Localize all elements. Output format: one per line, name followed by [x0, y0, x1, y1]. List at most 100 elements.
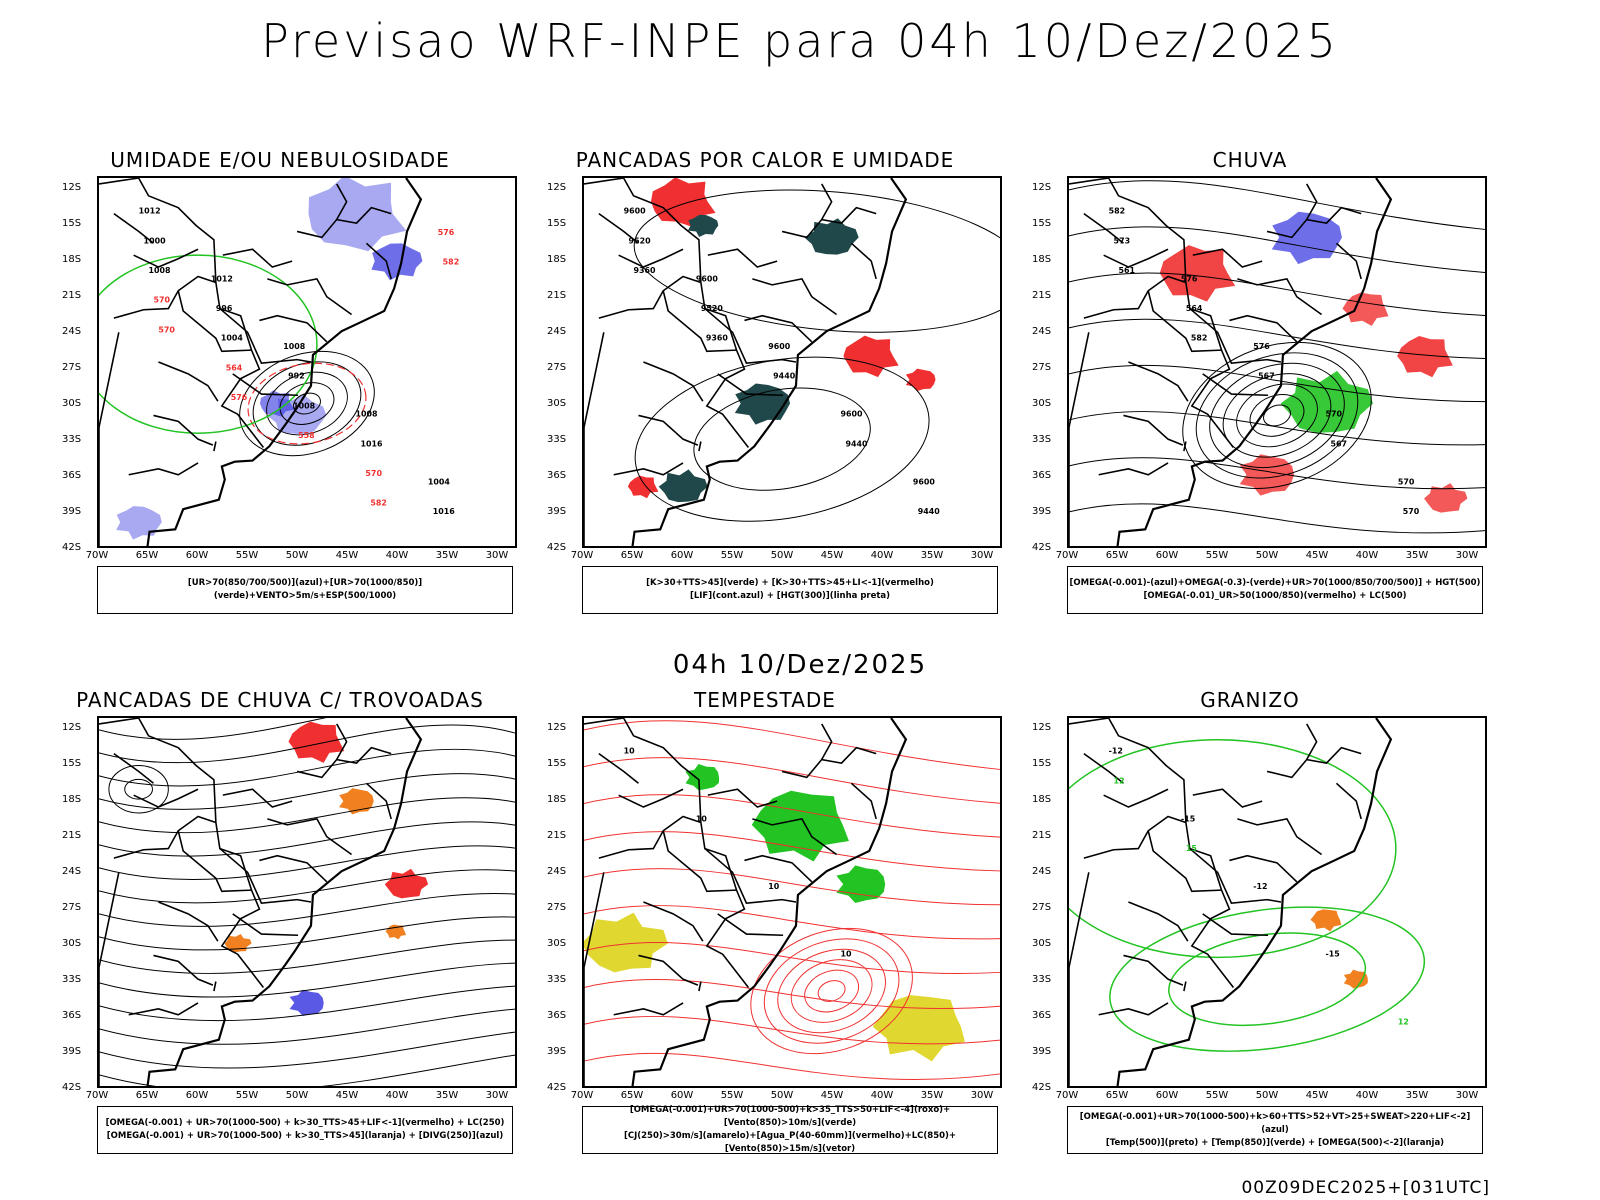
border-line — [1189, 847, 1282, 905]
contour-label: 1008 — [293, 401, 316, 410]
contour-label: 9600 — [841, 410, 864, 419]
border-line — [821, 183, 833, 220]
legend-line: [OMEGA(-0.01)_UR>50(1000/850)(vermelho) … — [1143, 591, 1407, 601]
border-line — [1098, 1002, 1169, 1016]
lon-tick-label: 30W — [970, 550, 994, 561]
border-line — [177, 290, 252, 353]
contour-label: 573 — [1114, 236, 1131, 245]
border-line — [1147, 830, 1222, 893]
contour-label: -15 — [1326, 950, 1340, 959]
border-line — [717, 373, 784, 397]
contour-label: 567 — [1330, 439, 1347, 448]
border-line — [113, 275, 217, 319]
legend-line: [OMEGA(-0.001) + UR>70(1000-500) + k>30_… — [106, 1131, 504, 1141]
border-line — [1083, 275, 1187, 319]
border-line — [1202, 913, 1269, 937]
lon-tick-label: 60W — [670, 1090, 694, 1101]
border-line — [618, 788, 684, 808]
border-line — [1335, 782, 1362, 820]
border-line — [1098, 462, 1169, 476]
lat-tick-label: 42S — [1032, 1082, 1052, 1093]
border-line — [781, 746, 877, 779]
border-line — [113, 752, 154, 784]
map-plot: 1012 1012 1008 1008 1004 1000 996 992 1016 1016 10… — [97, 176, 517, 548]
lat-tick-label: 12S — [1032, 182, 1052, 193]
lat-tick-label: 30S — [62, 398, 82, 409]
lat-tick-label: 39S — [1032, 1046, 1052, 1057]
border-line — [158, 361, 219, 402]
contour-label: 9520 — [701, 304, 724, 313]
border-line — [1189, 307, 1282, 365]
lat-tick-label: 27S — [1032, 902, 1052, 913]
border-line — [1229, 314, 1298, 343]
lat-tick-label: 42S — [62, 1082, 82, 1093]
panel-legend: [OMEGA(-0.001)-(azul)+OMEGA(-0.3)-(verde… — [1067, 566, 1483, 614]
lon-tick-label: 50W — [1255, 1090, 1279, 1101]
lat-tick-label: 21S — [62, 830, 82, 841]
contour-label: 9440 — [845, 439, 868, 448]
border-line — [1335, 242, 1362, 280]
lat-tick-label: 36S — [1032, 1010, 1052, 1021]
border-line — [222, 788, 293, 808]
panel-legend: [OMEGA(-0.001)+UR>70(1000-500)+k>60+TTS>… — [1067, 1106, 1483, 1154]
lon-tick-label: 60W — [1155, 1090, 1179, 1101]
coastline — [146, 718, 423, 1086]
field-area — [751, 790, 849, 862]
field-area — [338, 788, 374, 815]
contour-label: 1008 — [283, 342, 306, 351]
lat-tick-label: 21S — [547, 290, 567, 301]
field-area — [288, 721, 345, 763]
legend-line: [OMEGA(-0.001) + UR>70(1000-500) + k>30_… — [105, 1118, 505, 1128]
contour-label: 10 — [841, 950, 853, 959]
field-area — [1343, 969, 1368, 989]
field-area — [905, 368, 936, 392]
contour-label: 9600 — [624, 207, 647, 216]
lat-tick-label: 33S — [547, 974, 567, 985]
panel-legend: [OMEGA(-0.001) + UR>70(1000-500) + k>30_… — [97, 1106, 513, 1154]
lon-tick-label: 50W — [1255, 550, 1279, 561]
contour-label: 12 — [1114, 776, 1125, 785]
lon-tick-label: 65W — [1105, 1090, 1129, 1101]
contour-label: 9600 — [913, 477, 936, 486]
field-area — [872, 995, 965, 1062]
panel-pancadas-calor: PANCADAS POR CALOR E UMIDADE 12S 15S 18S 21S… — [525, 148, 1005, 648]
legend-line: [OMEGA(-0.001)-(azul)+OMEGA(-0.3)-(verde… — [1069, 578, 1481, 588]
border-line — [259, 314, 328, 343]
border-line — [717, 913, 784, 937]
legend-line: [OMEGA(-0.001)+UR>70(1000-500)+k>35_TTS>… — [629, 1105, 951, 1128]
lon-tick-label: 35W — [1405, 1090, 1429, 1101]
lon-tick-label: 35W — [435, 1090, 459, 1101]
contour-label: 9600 — [696, 274, 719, 283]
border-line — [1147, 290, 1222, 353]
border-line — [752, 818, 838, 856]
contour-label: 570 — [365, 469, 382, 478]
panel-tempestade: TEMPESTADE 12S 15S 18S 21S 24S 27S 30S 33S 36S 39S… — [525, 688, 1005, 1188]
lat-tick-label: 33S — [62, 974, 82, 985]
border-line — [158, 901, 219, 942]
border-line — [752, 278, 838, 316]
contour-label: 1012 — [211, 274, 233, 283]
contour-label: 9360 — [706, 334, 729, 343]
border-line — [219, 847, 312, 905]
border-line — [365, 242, 392, 280]
contour-label: 567 — [1258, 372, 1275, 381]
border-line — [232, 373, 299, 397]
contour-label: 576 — [1253, 342, 1270, 351]
lat-tick-label: 30S — [547, 398, 567, 409]
contour-label: 1008 — [149, 266, 172, 275]
lon-tick-label: 45W — [1305, 1090, 1329, 1101]
border-line — [222, 248, 293, 268]
lat-tick-label: 36S — [1032, 470, 1052, 481]
lat-tick-label: 21S — [62, 290, 82, 301]
coastline — [631, 178, 908, 546]
border-line — [1103, 248, 1169, 268]
contour-label: 10 — [624, 747, 636, 756]
panel-title: CHUVA — [1212, 148, 1288, 172]
lat-tick-label: 27S — [62, 902, 82, 913]
border-line — [643, 361, 704, 402]
border-line — [598, 275, 702, 319]
lon-tick-label: 55W — [720, 550, 744, 561]
border-line — [1083, 752, 1124, 784]
border-line — [698, 441, 702, 452]
panel-title: PANCADAS POR CALOR E UMIDADE — [575, 148, 955, 172]
